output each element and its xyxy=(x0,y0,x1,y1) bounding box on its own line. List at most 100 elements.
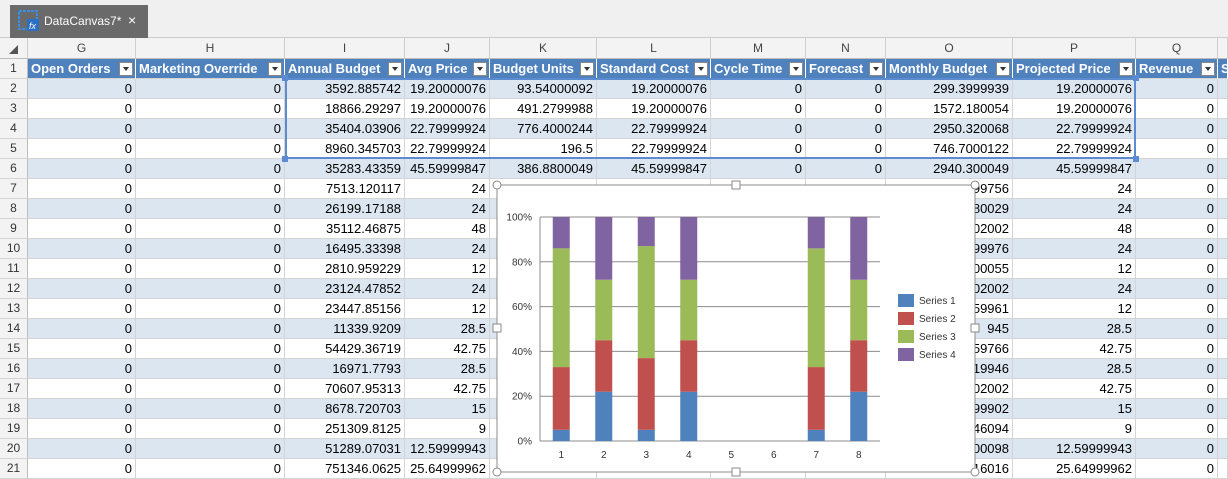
filter-button[interactable] xyxy=(268,62,282,76)
cell[interactable]: 93.54000092 xyxy=(490,79,597,99)
cell[interactable]: 24 xyxy=(405,199,490,219)
cell[interactable]: 0 xyxy=(136,399,285,419)
row-number[interactable]: 12 xyxy=(0,279,28,299)
resize-handle[interactable] xyxy=(970,180,980,190)
cell[interactable]: 24 xyxy=(405,239,490,259)
cell[interactable]: 0 xyxy=(136,259,285,279)
resize-handle[interactable] xyxy=(970,323,980,333)
filter-button[interactable] xyxy=(996,62,1010,76)
cell[interactable]: 0 xyxy=(806,119,886,139)
column-header[interactable]: P xyxy=(1013,38,1136,59)
cell[interactable]: 0 xyxy=(136,299,285,319)
cell[interactable]: 751346.0625 xyxy=(285,459,405,479)
row-number[interactable]: 10 xyxy=(0,239,28,259)
row-number[interactable]: 16 xyxy=(0,359,28,379)
cell[interactable] xyxy=(1218,299,1228,319)
cell[interactable]: 0 xyxy=(28,119,136,139)
cell[interactable] xyxy=(1218,139,1228,159)
cell[interactable]: 11339.9209 xyxy=(285,319,405,339)
cell[interactable]: 42.75 xyxy=(1013,379,1136,399)
filter-button[interactable] xyxy=(1119,62,1133,76)
cell[interactable]: 48 xyxy=(1013,219,1136,239)
resize-handle[interactable] xyxy=(970,467,980,477)
resize-handle[interactable] xyxy=(731,180,741,190)
cell[interactable]: 8678.720703 xyxy=(285,399,405,419)
filter-button[interactable] xyxy=(580,62,594,76)
cell[interactable]: 0 xyxy=(806,99,886,119)
cell[interactable]: 0 xyxy=(136,279,285,299)
cell[interactable]: 0 xyxy=(28,179,136,199)
row-number[interactable]: 6 xyxy=(0,159,28,179)
cell[interactable]: 0 xyxy=(1136,399,1218,419)
cell[interactable]: 0 xyxy=(28,379,136,399)
cell[interactable]: 19.20000076 xyxy=(1013,79,1136,99)
column-header[interactable]: I xyxy=(285,38,405,59)
cell[interactable] xyxy=(1218,199,1228,219)
cell[interactable]: 12.59999943 xyxy=(1013,439,1136,459)
cell[interactable]: 0 xyxy=(1136,159,1218,179)
cell[interactable]: 23447.85156 xyxy=(285,299,405,319)
cell[interactable]: 0 xyxy=(1136,459,1218,479)
cell[interactable]: 0 xyxy=(136,139,285,159)
selection-handle[interactable] xyxy=(282,75,288,81)
cell[interactable]: 0 xyxy=(136,439,285,459)
cell[interactable]: 0 xyxy=(28,219,136,239)
cell[interactable] xyxy=(1218,419,1228,439)
row-number[interactable]: 13 xyxy=(0,299,28,319)
cell[interactable]: 0 xyxy=(806,79,886,99)
column-header[interactable]: O xyxy=(886,38,1013,59)
cell[interactable]: 0 xyxy=(28,359,136,379)
cell[interactable]: 19.20000076 xyxy=(597,99,711,119)
cell[interactable]: 25.64999962 xyxy=(1013,459,1136,479)
row-number[interactable]: 20 xyxy=(0,439,28,459)
cell[interactable]: 2940.300049 xyxy=(886,159,1013,179)
cell[interactable]: 23124.47852 xyxy=(285,279,405,299)
cell[interactable] xyxy=(1218,119,1228,139)
cell[interactable]: 0 xyxy=(136,379,285,399)
cell[interactable] xyxy=(1218,99,1228,119)
cell[interactable]: 0 xyxy=(136,79,285,99)
resize-handle[interactable] xyxy=(492,180,502,190)
selection-handle[interactable] xyxy=(1133,75,1139,81)
cell[interactable] xyxy=(1218,179,1228,199)
cell[interactable]: 22.79999924 xyxy=(597,139,711,159)
cell[interactable]: 12 xyxy=(405,299,490,319)
filter-button[interactable] xyxy=(1201,62,1215,76)
cell[interactable]: 0 xyxy=(711,99,806,119)
row-number[interactable]: 9 xyxy=(0,219,28,239)
cell[interactable]: 35404.03906 xyxy=(285,119,405,139)
cell[interactable]: 0 xyxy=(136,119,285,139)
cell[interactable]: 0 xyxy=(806,159,886,179)
tab[interactable]: fx DataCanvas7* × xyxy=(10,5,148,38)
cell[interactable]: 251309.8125 xyxy=(285,419,405,439)
cell[interactable]: 0 xyxy=(136,159,285,179)
row-number[interactable]: 11 xyxy=(0,259,28,279)
cell[interactable]: 12 xyxy=(1013,299,1136,319)
cell[interactable] xyxy=(1218,359,1228,379)
select-all[interactable] xyxy=(0,38,28,59)
cell[interactable]: 28.5 xyxy=(405,319,490,339)
row-number[interactable]: 7 xyxy=(0,179,28,199)
cell[interactable]: 7513.120117 xyxy=(285,179,405,199)
cell[interactable]: 15 xyxy=(1013,399,1136,419)
cell[interactable]: 0 xyxy=(136,359,285,379)
cell[interactable]: 24 xyxy=(405,179,490,199)
cell[interactable] xyxy=(1218,219,1228,239)
cell[interactable]: 51289.07031 xyxy=(285,439,405,459)
column-header[interactable]: J xyxy=(405,38,490,59)
row-number[interactable]: 17 xyxy=(0,379,28,399)
cell[interactable]: 0 xyxy=(1136,279,1218,299)
cell[interactable]: 0 xyxy=(136,219,285,239)
cell[interactable]: 2950.320068 xyxy=(886,119,1013,139)
row-number[interactable]: 15 xyxy=(0,339,28,359)
cell[interactable]: 0 xyxy=(1136,359,1218,379)
row-number[interactable]: 8 xyxy=(0,199,28,219)
cell[interactable]: 0 xyxy=(136,199,285,219)
cell[interactable]: 42.75 xyxy=(405,379,490,399)
cell[interactable]: 16971.7793 xyxy=(285,359,405,379)
cell[interactable]: 22.79999924 xyxy=(597,119,711,139)
cell[interactable]: 746.7000122 xyxy=(886,139,1013,159)
column-header[interactable]: L xyxy=(597,38,711,59)
resize-handle[interactable] xyxy=(492,323,502,333)
cell[interactable] xyxy=(1218,439,1228,459)
